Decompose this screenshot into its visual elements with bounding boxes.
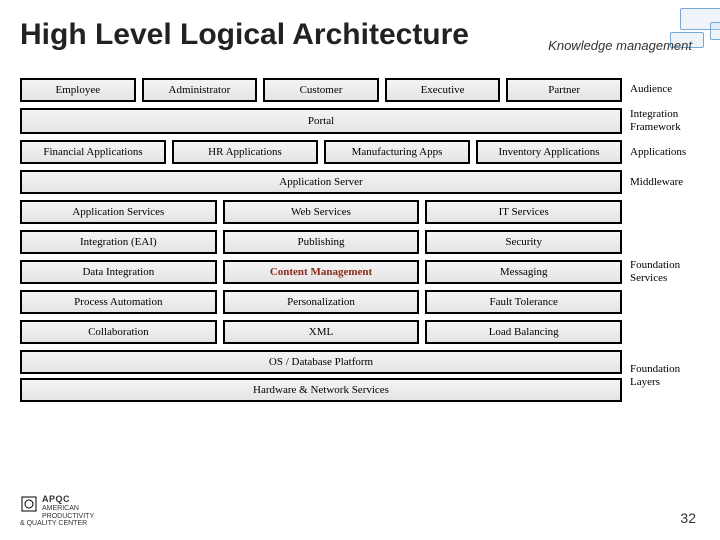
app-cell: Manufacturing Apps xyxy=(324,140,470,164)
service-cell: Integration (EAI) xyxy=(20,230,217,254)
row-label-foundation-layers: Foundation Layers xyxy=(622,350,700,402)
page-number: 32 xyxy=(680,510,696,526)
app-cell: HR Applications xyxy=(172,140,318,164)
row-applications: Financial Applications HR Applications M… xyxy=(20,140,700,164)
audience-cell: Customer xyxy=(263,78,379,102)
row-audience: Employee Administrator Customer Executiv… xyxy=(20,78,700,102)
audience-cell: Employee xyxy=(20,78,136,102)
app-cell: Inventory Applications xyxy=(476,140,622,164)
row-label-audience: Audience xyxy=(622,78,700,102)
service-cell: Application Services xyxy=(20,200,217,224)
page-subtitle: Knowledge management xyxy=(548,38,692,53)
apqc-logo-icon xyxy=(20,495,38,513)
row-label-applications: Applications xyxy=(622,140,700,164)
service-cell: Fault Tolerance xyxy=(425,290,622,314)
service-cell-highlight: Content Management xyxy=(223,260,420,284)
row-label-middleware: Middleware xyxy=(622,170,700,194)
row-label-integration: Integration Framework xyxy=(622,108,700,134)
row-foundation-layers: OS / Database Platform Hardware & Networ… xyxy=(20,350,700,402)
service-cell: Publishing xyxy=(223,230,420,254)
footer-logo: APQC AMERICAN PRODUCTIVITY & QUALITY CEN… xyxy=(20,495,111,528)
audience-cell: Administrator xyxy=(142,78,258,102)
row-foundation-services: Application Services Web Services IT Ser… xyxy=(20,200,700,344)
row-middleware: Application Server Middleware xyxy=(20,170,700,194)
architecture-diagram: Employee Administrator Customer Executiv… xyxy=(20,78,700,408)
service-cell: Messaging xyxy=(425,260,622,284)
app-cell: Financial Applications xyxy=(20,140,166,164)
layer-cell: OS / Database Platform xyxy=(20,350,622,374)
service-cell: IT Services xyxy=(425,200,622,224)
audience-cell: Partner xyxy=(506,78,622,102)
service-cell: Collaboration xyxy=(20,320,217,344)
page-title: High Level Logical Architecture xyxy=(20,18,469,52)
layer-cell: Hardware & Network Services xyxy=(20,378,622,402)
row-integration-framework: Portal Integration Framework xyxy=(20,108,700,134)
portal-cell: Portal xyxy=(20,108,622,134)
service-cell: Web Services xyxy=(223,200,420,224)
service-cell: Process Automation xyxy=(20,290,217,314)
audience-cell: Executive xyxy=(385,78,501,102)
service-cell: Security xyxy=(425,230,622,254)
service-cell: Personalization xyxy=(223,290,420,314)
row-label-foundation-services: Foundation Services xyxy=(622,200,700,344)
middleware-cell: Application Server xyxy=(20,170,622,194)
services-grid: Application Services Web Services IT Ser… xyxy=(20,200,622,344)
logo-tagline: & QUALITY CENTER xyxy=(20,520,111,528)
service-cell: Data Integration xyxy=(20,260,217,284)
service-cell: XML xyxy=(223,320,420,344)
service-cell: Load Balancing xyxy=(425,320,622,344)
